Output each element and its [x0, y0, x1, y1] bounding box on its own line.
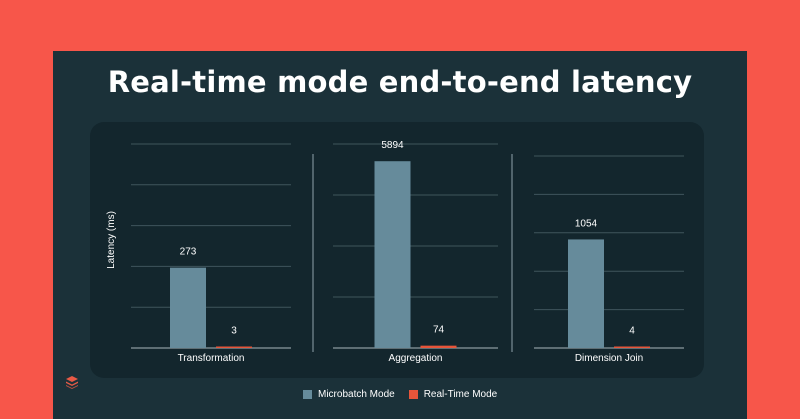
data-label-transformation-microbatch-mode: 273 — [180, 247, 197, 258]
legend-item-microbatch: Microbatch Mode — [303, 389, 395, 400]
bar-dimension-join-microbatch-mode — [568, 239, 604, 348]
latency-chart: Latency (ms) 273 3 Transformation 5894 74 Agg… — [106, 140, 684, 364]
bar-aggregation-microbatch-mode — [374, 161, 411, 348]
legend-label-realtime: Real-Time Mode — [423, 388, 498, 400]
slide: Real-time mode end-to-end latency Latenc… — [53, 51, 747, 419]
legend: Microbatch Mode Real-Time Mode — [303, 387, 497, 401]
data-label-dimension-join-real-time-mode: 4 — [629, 326, 635, 337]
slide-title: Real-time mode end-to-end latency — [107, 65, 693, 99]
bar-aggregation-real-time-mode — [420, 345, 457, 348]
data-label-transformation-real-time-mode: 3 — [231, 326, 237, 337]
y-axis-label: Latency (ms) — [106, 211, 117, 269]
data-label-dimension-join-microbatch-mode: 1054 — [575, 218, 598, 229]
bar-transformation-real-time-mode — [216, 346, 252, 348]
legend-swatch-realtime — [408, 389, 418, 399]
bar-transformation-microbatch-mode — [170, 267, 206, 348]
legend-swatch-microbatch — [303, 389, 312, 399]
legend-label-microbatch: Microbatch Mode — [318, 388, 395, 400]
legend-item-realtime: Real-Time Mode — [408, 388, 498, 400]
bar-dimension-join-real-time-mode — [614, 346, 650, 348]
category-label-aggregation: Aggregation — [389, 353, 443, 364]
chart-panel: Latency (ms) 273 3 Transformation 5894 74 Agg… — [90, 122, 704, 378]
category-label-transformation: Transformation — [178, 353, 245, 364]
data-label-aggregation-real-time-mode: 74 — [433, 325, 445, 336]
category-label-dimension-join: Dimension Join — [575, 353, 643, 364]
data-label-aggregation-microbatch-mode: 5894 — [381, 140, 404, 151]
stacked-layers-icon — [65, 375, 79, 394]
